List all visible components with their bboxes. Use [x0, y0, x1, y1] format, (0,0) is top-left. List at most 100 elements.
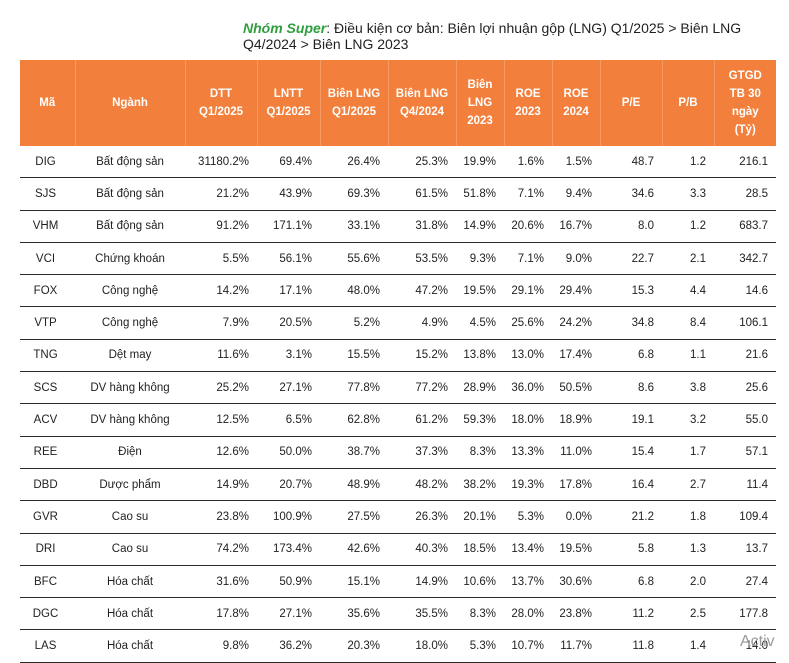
cell-avg-trading-value-30d: 342.7 — [714, 242, 776, 276]
column-header-pretax-profit-q1-2025: LNTT Q1/2025 — [256, 60, 320, 146]
column-header-gross-margin-q1-2025: Biên LNG Q1/2025 — [319, 60, 388, 146]
column-header-gross-margin-2023: Biên LNG 2023 — [455, 60, 504, 146]
cell-roe-2023: 10.7% — [504, 629, 552, 663]
column-header-line: (Tỷ) — [734, 124, 756, 136]
cell-roe-2023: 19.3% — [504, 468, 552, 502]
column-header-line: ngày — [731, 106, 759, 118]
column-header-gross-margin-q4-2024: Biên LNG Q4/2024 — [387, 60, 456, 146]
cell-gross-margin-q4-2024: 35.5% — [388, 597, 456, 631]
table-row: VTP Công nghệ 7.9% 20.5% 5.2% 4.9% 4.5% 25.6% 24… — [20, 306, 776, 340]
cell-gross-margin-2023: 20.1% — [456, 500, 504, 534]
cell-sector: DV hàng không — [75, 371, 185, 405]
table-row: REE Điện 12.6% 50.0% 38.7% 37.3% 8.3% 13.3% 11.0… — [20, 436, 776, 469]
cell-revenue-q1-2025: 21.2% — [185, 177, 257, 211]
cell-pe: 16.4 — [600, 468, 662, 502]
cell-pb: 1.3 — [662, 533, 714, 566]
column-header-line: 2023 — [467, 115, 493, 127]
cell-pb: 2.5 — [662, 597, 714, 631]
cell-roe-2024: 17.8% — [552, 468, 600, 502]
cell-gross-margin-q4-2024: 4.9% — [388, 306, 456, 340]
cell-ticker: VTP — [20, 306, 75, 340]
cell-gross-margin-q4-2024: 61.2% — [388, 403, 456, 437]
cell-roe-2024: 1.5% — [552, 146, 600, 179]
cell-pb: 4.4 — [662, 274, 714, 308]
cell-gross-margin-q1-2025: 69.3% — [320, 177, 388, 211]
column-header-roe-2023: ROE 2023 — [503, 60, 552, 146]
cell-sector: Cao su — [75, 500, 185, 534]
group-name: Nhóm Super — [243, 20, 327, 36]
cell-roe-2024: 0.0% — [552, 500, 600, 534]
column-header-line: Q4/2024 — [399, 106, 445, 118]
cell-roe-2024: 16.7% — [552, 210, 600, 243]
cell-pb: 1.8 — [662, 500, 714, 534]
cell-gross-margin-q1-2025: 26.4% — [320, 146, 388, 179]
cell-gross-margin-q4-2024: 53.5% — [388, 242, 456, 276]
cell-gross-margin-2023: 10.6% — [456, 565, 504, 599]
cell-gross-margin-q1-2025: 48.9% — [320, 468, 388, 502]
cell-pretax-profit-q1-2025: 6.5% — [257, 403, 320, 437]
cell-pe: 8.6 — [600, 371, 662, 405]
cell-gross-margin-q4-2024: 37.3% — [388, 436, 456, 469]
table-row: LAS Hóa chất 9.8% 36.2% 20.3% 18.0% 5.3% 10.7% 1… — [20, 629, 776, 663]
column-header-line: TB 30 — [729, 88, 761, 100]
cell-pretax-profit-q1-2025: 100.9% — [257, 500, 320, 534]
table-row: GVR Cao su 23.8% 100.9% 27.5% 26.3% 20.1% 5.3% 0… — [20, 500, 776, 534]
cell-gross-margin-2023: 4.5% — [456, 306, 504, 340]
column-header-line: Q1/2025 — [266, 106, 311, 118]
cell-gross-margin-2023: 8.3% — [456, 436, 504, 469]
cell-ticker: SCS — [20, 371, 75, 405]
table-row: DRI Cao su 74.2% 173.4% 42.6% 40.3% 18.5% 13.4%… — [20, 533, 776, 566]
column-header-line: ROE — [515, 88, 541, 100]
cell-pb: 1.4 — [662, 629, 714, 663]
cell-roe-2024: 30.6% — [552, 565, 600, 599]
table-row: BFC Hóa chất 31.6% 50.9% 15.1% 14.9% 10.6% 13.7… — [20, 565, 776, 599]
cell-revenue-q1-2025: 31.6% — [185, 565, 257, 599]
cell-roe-2023: 28.0% — [504, 597, 552, 631]
cell-avg-trading-value-30d: 27.4 — [714, 565, 776, 599]
cell-roe-2023: 5.3% — [504, 500, 552, 534]
cell-avg-trading-value-30d: 14.6 — [714, 274, 776, 308]
cell-pe: 5.8 — [600, 533, 662, 566]
cell-sector: Bất động sản — [75, 146, 185, 179]
cell-roe-2024: 18.9% — [552, 403, 600, 437]
cell-pretax-profit-q1-2025: 50.9% — [257, 565, 320, 599]
column-header-line: P/E — [621, 97, 641, 109]
cell-ticker: DRI — [20, 533, 75, 566]
column-header-line: LNTT — [273, 88, 304, 100]
cell-avg-trading-value-30d: 13.7 — [714, 533, 776, 566]
column-header-line: 2023 — [515, 106, 541, 118]
table-row: ACV DV hàng không 12.5% 6.5% 62.8% 61.2% 59.3%… — [20, 403, 776, 437]
cell-pb: 2.0 — [662, 565, 714, 599]
cell-ticker: DGC — [20, 597, 75, 631]
cell-pe: 11.8 — [600, 629, 662, 663]
cell-revenue-q1-2025: 14.2% — [185, 274, 257, 308]
cell-pe: 19.1 — [600, 403, 662, 437]
column-header-sector: Ngành — [74, 60, 185, 146]
cell-gross-margin-q1-2025: 5.2% — [320, 306, 388, 340]
cell-roe-2023: 13.3% — [504, 436, 552, 469]
cell-pretax-profit-q1-2025: 56.1% — [257, 242, 320, 276]
column-header-line: Biên — [467, 79, 493, 91]
cell-roe-2024: 50.5% — [552, 371, 600, 405]
cell-gross-margin-q1-2025: 77.8% — [320, 371, 388, 405]
cell-roe-2024: 19.5% — [552, 533, 600, 566]
cell-avg-trading-value-30d: 109.4 — [714, 500, 776, 534]
cell-gross-margin-2023: 14.9% — [456, 210, 504, 243]
cell-sector: Bất động sản — [75, 210, 185, 243]
cell-roe-2023: 1.6% — [504, 146, 552, 179]
cell-sector: Cao su — [75, 533, 185, 566]
cell-roe-2023: 29.1% — [504, 274, 552, 308]
cell-ticker: TNG — [20, 339, 75, 373]
cell-ticker: GVR — [20, 500, 75, 534]
column-header-line: Biên LNG — [327, 88, 381, 100]
cell-revenue-q1-2025: 11.6% — [185, 339, 257, 373]
cell-sector: Công nghệ — [75, 274, 185, 308]
cell-gross-margin-q1-2025: 15.1% — [320, 565, 388, 599]
stock-screening-table: Mã Ngành DTT Q1/2025 LNTT Q1/2025 Biên LNG Q1/2… — [20, 60, 776, 663]
cell-sector: Chứng khoán — [75, 242, 185, 276]
cell-revenue-q1-2025: 74.2% — [185, 533, 257, 566]
cell-revenue-q1-2025: 7.9% — [185, 306, 257, 340]
cell-pb: 3.3 — [662, 177, 714, 211]
cell-ticker: LAS — [20, 629, 75, 663]
cell-sector: Dược phẩm — [75, 468, 185, 502]
